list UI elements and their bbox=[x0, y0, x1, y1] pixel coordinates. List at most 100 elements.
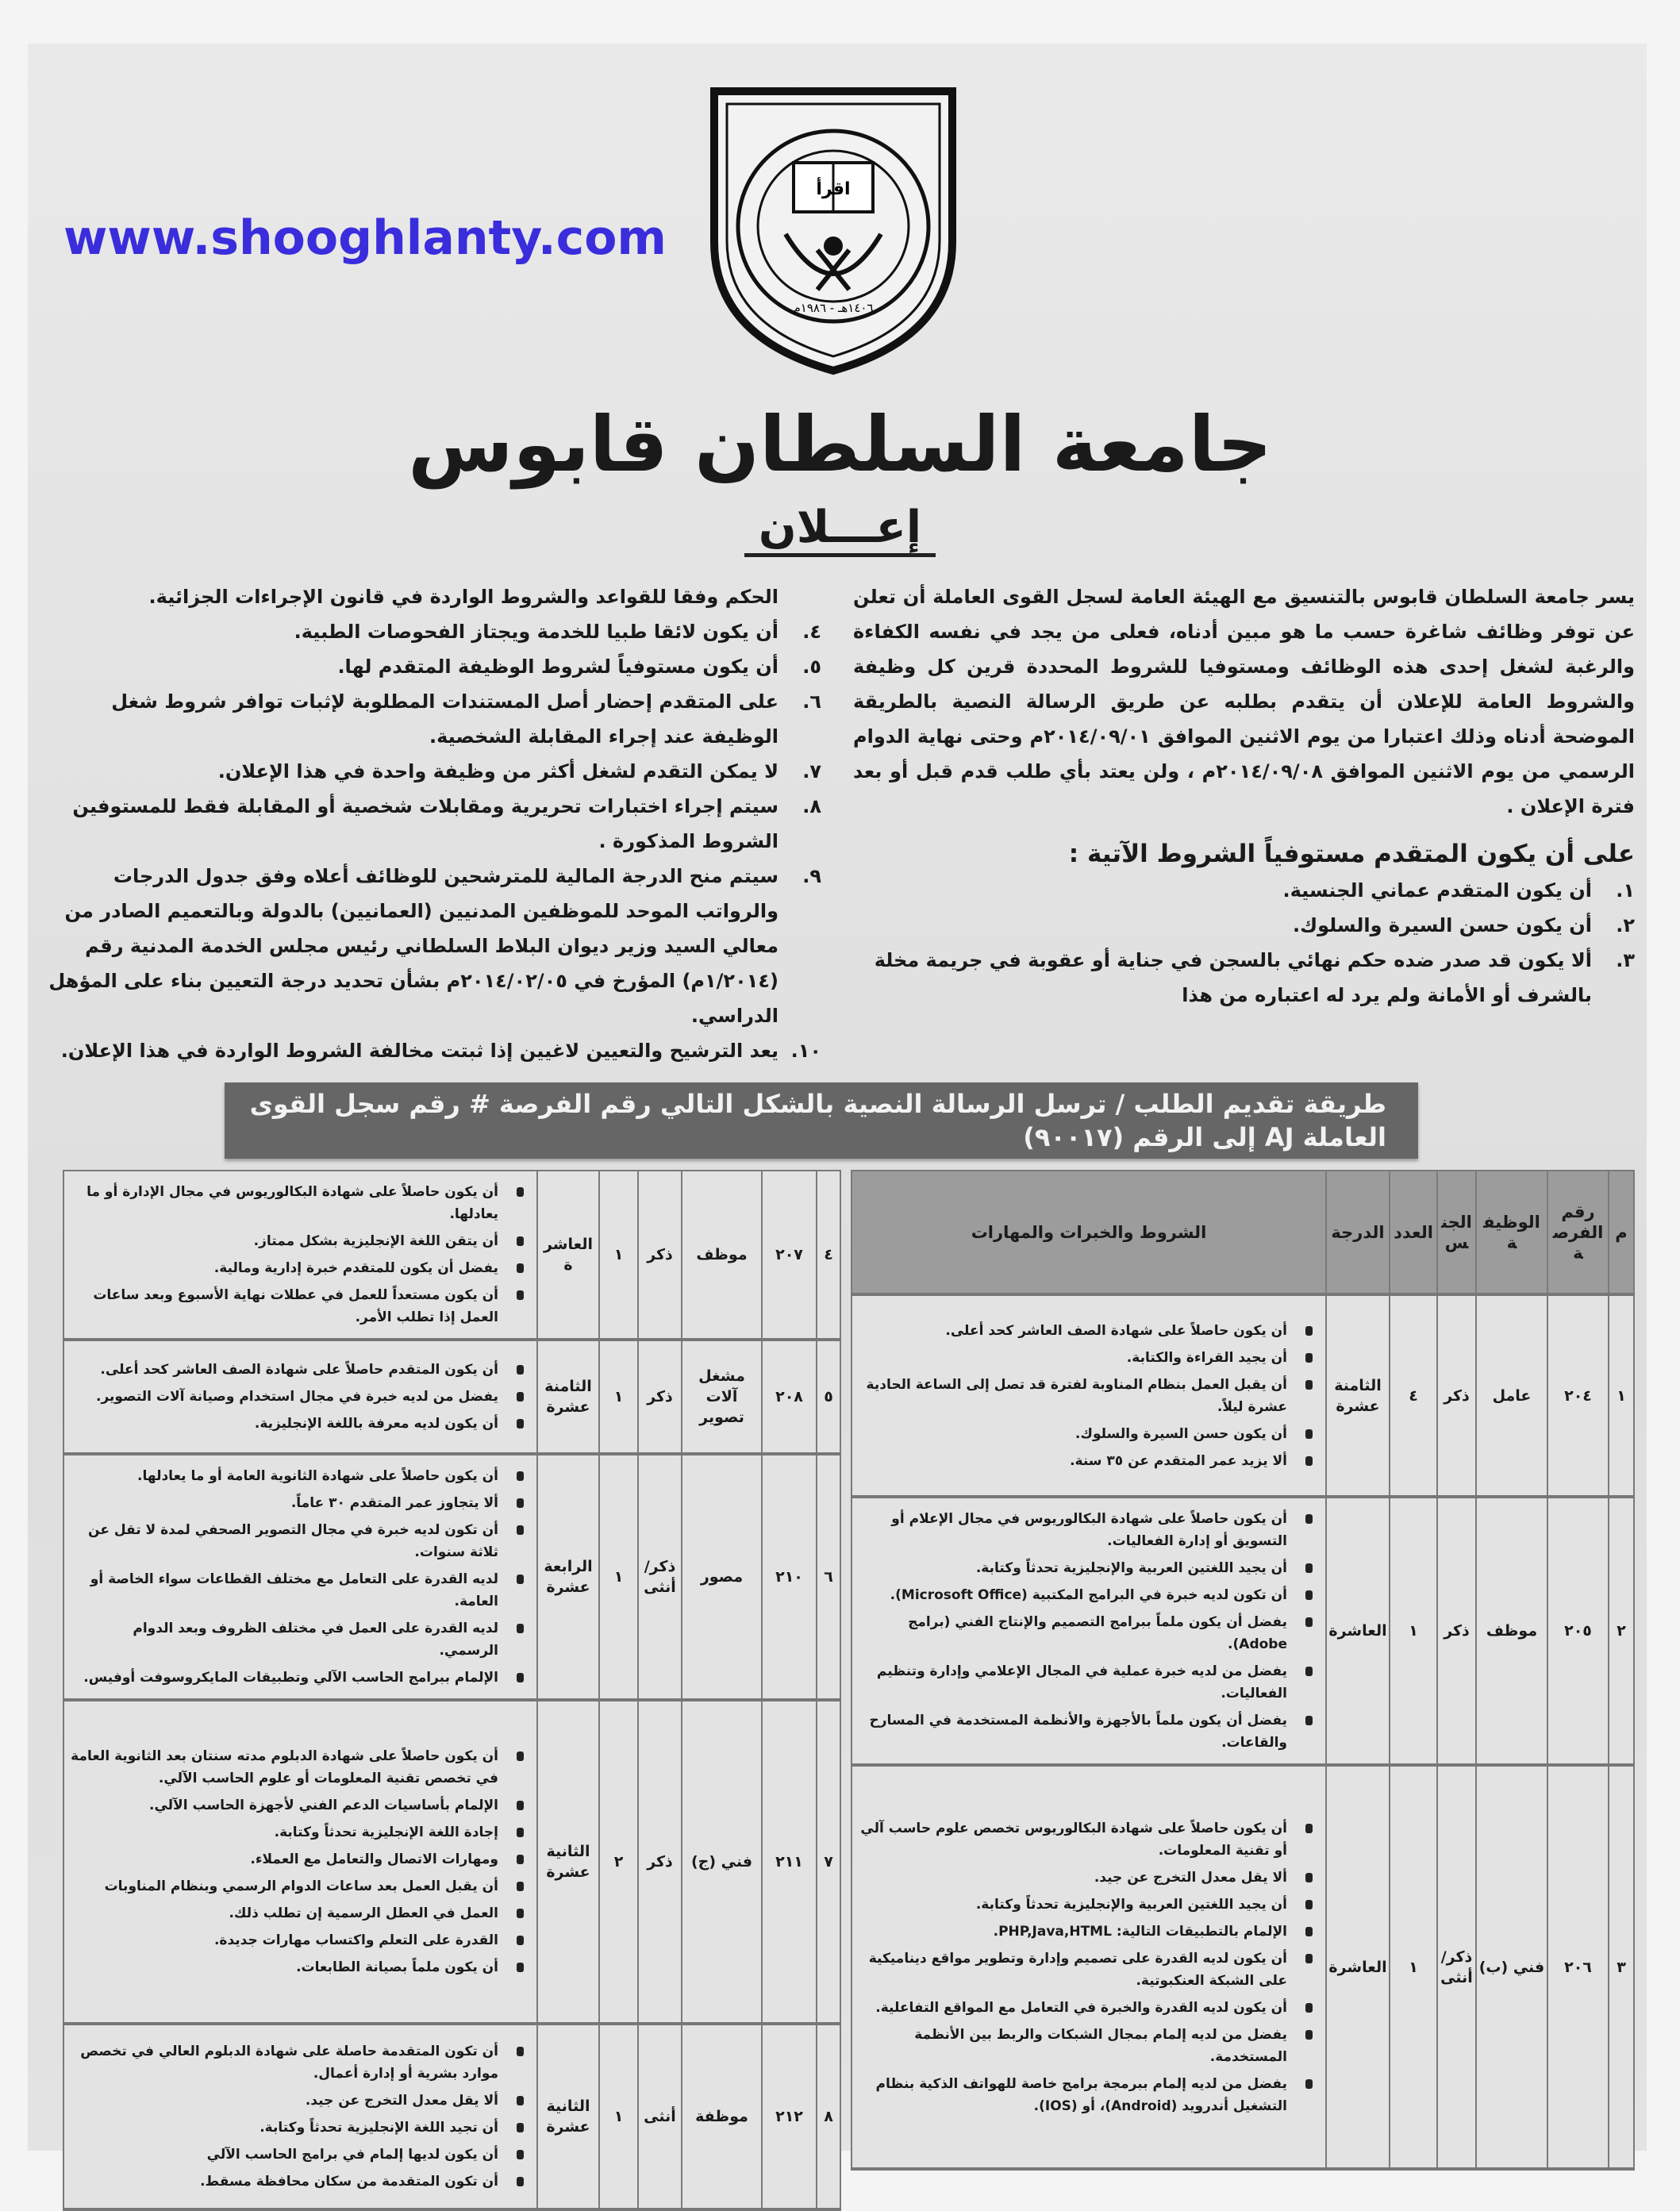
condition-bullet: يفضل أن يكون ملماً بالأجهزة والأنظمة الم… bbox=[859, 1709, 1317, 1754]
table-row: ١ ٢٠٤ عامل ذكر ٤ الثامنة عشرة أن يكون حاصلاً ع… bbox=[851, 1294, 1635, 1498]
jobs-table-left: ٤ ٢٠٧ موظف ذكر ١ العاشرة أن يكون حاصلاً على شه… bbox=[63, 1170, 841, 2211]
cell-job: مصور bbox=[681, 1453, 763, 1701]
cell-conditions: أن يكون حاصلاً على شهادة الدبلوم مدته سن… bbox=[63, 1699, 538, 2025]
condition-item: ٧. لا يمكن التقدم لشغل أكثر من وظيفة واحد… bbox=[48, 754, 821, 789]
cell-conditions: أن يكون حاصلاً على شهادة البكالوريوس تخص… bbox=[851, 1764, 1327, 2170]
condition-item: ٢. أن يكون حسن السيرة والسلوك. bbox=[853, 908, 1635, 943]
condition-text: ألا يكون قد صدر ضده حكم نهائي بالسجن في … bbox=[874, 949, 1592, 1006]
cell-gender: أنثى bbox=[637, 2023, 682, 2210]
condition-text: أن يكون مستوفياً لشروط الوظيفة المتقدم ل… bbox=[337, 656, 778, 678]
cell-conditions: أن تكون المتقدمة حاصلة على شهادة الدبلوم… bbox=[63, 2023, 538, 2210]
condition-text: الحكم وفقا للقواعد والشروط الواردة في قا… bbox=[148, 586, 778, 608]
cell-job: موظف bbox=[681, 1170, 763, 1340]
cell-opportunity: ٢٠٦ bbox=[1547, 1764, 1609, 2170]
condition-bullet: يفضل من لديه خبرة عملية في المجال الإعلا… bbox=[859, 1660, 1317, 1705]
cell-gender: ذكر bbox=[637, 1339, 682, 1455]
cell-grade: الثامنة عشرة bbox=[1325, 1294, 1390, 1498]
cell-grade: الثامنة عشرة bbox=[536, 1339, 600, 1455]
cell-conditions: أن يكون حاصلاً على شهادة البكالوريوس في … bbox=[63, 1170, 538, 1340]
cell-opportunity: ٢١٠ bbox=[761, 1453, 817, 1701]
cell-no: ٤ bbox=[816, 1170, 841, 1340]
cell-count: ١ bbox=[1389, 1764, 1438, 2170]
condition-bullet: أن يجيد اللغتين العربية والإنجليزية تحدث… bbox=[859, 1557, 1317, 1579]
condition-bullet: القدرة على التعلم واكتساب مهارات جديدة. bbox=[71, 1929, 529, 1951]
column-header: الجنس bbox=[1436, 1170, 1477, 1295]
cell-gender: ذكر/ أنثى bbox=[637, 1453, 682, 1701]
conditions-list: أن يكون حاصلاً على شهادة البكالوريوس في … bbox=[71, 1181, 529, 1329]
condition-text: على المتقدم إحضار أصل المستندات المطلوبة… bbox=[111, 690, 778, 748]
cell-opportunity: ٢٠٧ bbox=[761, 1170, 817, 1340]
conditions-list: أن تكون المتقدمة حاصلة على شهادة الدبلوم… bbox=[71, 2040, 529, 2193]
condition-number: ٦. bbox=[802, 690, 821, 713]
conditions-list: أن يكون حاصلاً على شهادة البكالوريوس في … bbox=[859, 1508, 1317, 1754]
condition-bullet: أن يكون المتقدم حاصلاً على شهادة الصف ال… bbox=[71, 1359, 529, 1381]
condition-bullet: أن يكون حاصلاً على شهادة البكالوريوس في … bbox=[71, 1181, 529, 1225]
condition-bullet: ألا يقل معدل التخرج عن جيد. bbox=[71, 2090, 529, 2112]
cell-gender: ذكر bbox=[637, 1699, 682, 2025]
condition-text: لا يمكن التقدم لشغل أكثر من وظيفة واحدة … bbox=[217, 760, 778, 783]
cell-no: ٦ bbox=[816, 1453, 841, 1701]
condition-bullet: ألا يزيد عمر المتقدم عن ٣٥ سنة. bbox=[859, 1450, 1317, 1472]
text-columns: يسر جامعة السلطان قابوس بالتنسيق مع الهي… bbox=[48, 579, 1635, 1068]
university-logo: اقرأ ١٤٠٦هـ - ١٩٨٦م bbox=[710, 87, 956, 375]
condition-bullet: أن يكون حاصلاً على شهادة الثانوية العامة… bbox=[71, 1465, 529, 1487]
cell-job: فني (ب) bbox=[1475, 1764, 1548, 2170]
condition-bullet: يفضل من لديه إلمام ببرمجة برامج خاصة لله… bbox=[859, 2073, 1317, 2117]
watermark: www.shooghlanty.com bbox=[63, 210, 667, 266]
condition-number: ٨. bbox=[802, 795, 821, 817]
cell-job: فني (ج) bbox=[681, 1699, 763, 2025]
condition-bullet: أن تكون المتقدمة حاصلة على شهادة الدبلوم… bbox=[71, 2040, 529, 2085]
column-header: العدد bbox=[1389, 1170, 1438, 1295]
cell-gender: ذكر bbox=[637, 1170, 682, 1340]
condition-bullet: أن تكون لديه خبرة في مجال التصوير الصحفي… bbox=[71, 1519, 529, 1563]
condition-text: يعد الترشيح والتعيين لاغيين إذا ثبتت مخا… bbox=[60, 1040, 778, 1062]
table-header-row: م رقم الفرصة الوظيفة الجنس العدد الدرجة الشروط… bbox=[851, 1170, 1635, 1295]
cell-conditions: أن يكون حاصلاً على شهادة البكالوريوس في … bbox=[851, 1496, 1327, 1766]
conditions-list: أن يكون المتقدم حاصلاً على شهادة الصف ال… bbox=[71, 1359, 529, 1435]
table-row: ٣ ٢٠٦ فني (ب) ذكر/ أنثى ١ العاشرة أن يكون حاصل… bbox=[851, 1764, 1635, 2170]
condition-number: ١٠. bbox=[790, 1040, 821, 1062]
condition-item: ٣. ألا يكون قد صدر ضده حكم نهائي بالسجن ف… bbox=[853, 943, 1635, 1013]
condition-bullet: إجادة اللغة الإنجليزية تحدثاً وكتابة. bbox=[71, 1821, 529, 1844]
condition-bullet: أن يكون حاصلاً على شهادة الصف العاشر كحد… bbox=[859, 1320, 1317, 1342]
condition-bullet: أن يتقن اللغة الإنجليزية بشكل ممتاز. bbox=[71, 1230, 529, 1252]
condition-bullet: لديه القدرة على التعامل مع مختلف القطاعا… bbox=[71, 1568, 529, 1613]
condition-bullet: أن يكون ملماً بصيانة الطابعات. bbox=[71, 1956, 529, 1978]
condition-bullet: العمل في العطل الرسمية إن تطلب ذلك. bbox=[71, 1902, 529, 1925]
condition-item: ٥. أن يكون مستوفياً لشروط الوظيفة المتقدم… bbox=[48, 649, 821, 684]
table-row: ٨ ٢١٢ موظفة أنثى ١ الثانية عشرة أن تكون المتقد… bbox=[63, 2023, 841, 2210]
condition-number: ٣. bbox=[1616, 949, 1635, 971]
svg-text:١٤٠٦هـ - ١٩٨٦م: ١٤٠٦هـ - ١٩٨٦م bbox=[793, 301, 873, 315]
condition-bullet: ألا يتجاوز عمر المتقدم ٣٠ عاماً. bbox=[71, 1492, 529, 1514]
university-title: جامعة السلطان قابوس bbox=[408, 400, 1272, 489]
condition-bullet: أن يكون لديها إلمام في برامج الحاسب الآل… bbox=[71, 2144, 529, 2166]
condition-bullet: أن يكون مستعداً للعمل في عطلات نهاية الأ… bbox=[71, 1284, 529, 1329]
cell-grade: العاشرة bbox=[536, 1170, 600, 1340]
cell-no: ٢ bbox=[1608, 1496, 1635, 1766]
column-header: رقم الفرصة bbox=[1547, 1170, 1609, 1295]
condition-text: سيتم منح الدرجة المالية للمترشحين للوظائ… bbox=[48, 865, 778, 1027]
condition-number bbox=[790, 579, 821, 614]
conditions-heading: على أن يكون المتقدم مستوفياً الشروط الآت… bbox=[1068, 840, 1635, 868]
condition-item: ١٠. يعد الترشيح والتعيين لاغيين إذا ثبتت … bbox=[48, 1033, 821, 1068]
cell-grade: الثانية عشرة bbox=[536, 2023, 600, 2210]
condition-item: ٦. على المتقدم إحضار أصل المستندات المطلو… bbox=[48, 684, 821, 754]
svg-text:اقرأ: اقرأ bbox=[816, 176, 850, 199]
cell-no: ٣ bbox=[1608, 1764, 1635, 2170]
condition-bullet: أن يكون حاصلاً على شهادة البكالوريوس في … bbox=[859, 1508, 1317, 1552]
condition-bullet: الإلمام ببرامج الحاسب الآلي وتطبيقات الم… bbox=[71, 1667, 529, 1689]
condition-number: ١. bbox=[1616, 879, 1635, 902]
cell-gender: ذكر/ أنثى bbox=[1436, 1764, 1477, 2170]
condition-bullet: الإلمام بأساسيات الدعم الفني لأجهزة الحا… bbox=[71, 1794, 529, 1817]
application-method-banner: طريقة تقديم الطلب / ترسل الرسالة النصية … bbox=[225, 1082, 1418, 1159]
cell-count: ٤ bbox=[1389, 1294, 1438, 1498]
condition-bullet: أن يكون لديه معرفة باللغة الإنجليزية. bbox=[71, 1413, 529, 1435]
conditions-list: أن يكون حاصلاً على شهادة الثانوية العامة… bbox=[71, 1465, 529, 1689]
cell-opportunity: ٢٠٤ bbox=[1547, 1294, 1609, 1498]
condition-item: ٤. أن يكون لائقا طبيا للخدمة ويجتاز الفحو… bbox=[48, 614, 821, 649]
condition-bullet: لديه القدرة على العمل في مختلف الظروف وب… bbox=[71, 1617, 529, 1662]
condition-item: ٩. سيتم منح الدرجة المالية للمترشحين للوظ… bbox=[48, 859, 821, 1033]
column-header: الشروط والخبرات والمهارات bbox=[851, 1170, 1327, 1295]
announcement-body: يسر جامعة السلطان قابوس بالتنسيق مع الهي… bbox=[48, 579, 1635, 2211]
condition-text: سيتم إجراء اختبارات تحريرية ومقابلات شخص… bbox=[72, 795, 778, 852]
